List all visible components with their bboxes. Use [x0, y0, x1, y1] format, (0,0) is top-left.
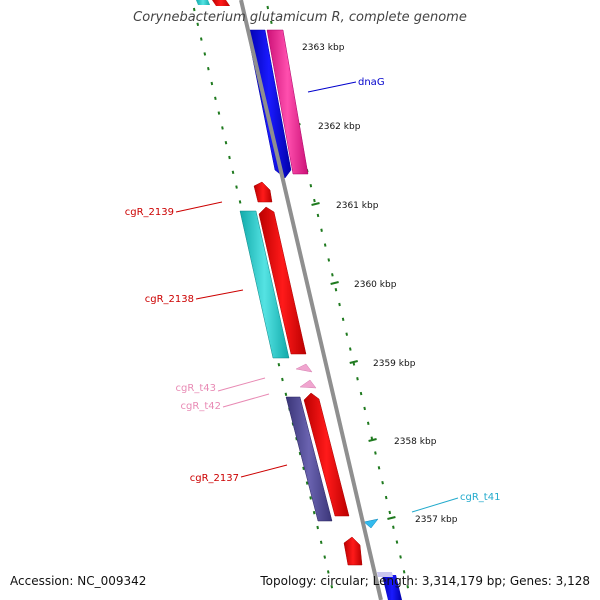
tick-dot-left — [326, 570, 330, 574]
tick-dot-right — [377, 466, 381, 470]
tick-dot-left — [309, 496, 312, 500]
gene-bottom-red[interactable] — [343, 536, 363, 566]
gene-cgR_2137[interactable] — [285, 392, 350, 522]
major-tick — [311, 202, 320, 206]
kbp-label-2358: 2358 kbp — [394, 437, 437, 447]
tick-dot-right — [374, 451, 377, 455]
tick-dot-left — [323, 555, 327, 559]
tick-dot-left — [312, 510, 316, 515]
tick-dot-right — [359, 391, 363, 396]
tick-dot-left — [281, 377, 284, 382]
kbp-label-2362: 2362 kbp — [318, 122, 361, 132]
gene-pink-upper[interactable] — [266, 29, 309, 175]
tick-dot-right — [316, 213, 320, 218]
tick-dot-left — [192, 7, 196, 12]
tick-dot-left — [203, 52, 207, 56]
tick-dot-right — [392, 525, 395, 529]
tick-dot-right — [266, 5, 270, 10]
gene-bottom-partial — [377, 572, 402, 600]
gene-top-partial — [196, 0, 230, 6]
tick-dot-right — [320, 228, 323, 232]
tick-dot-left — [210, 81, 214, 86]
major-tick — [330, 281, 339, 285]
tick-dot-left — [277, 362, 281, 367]
label-cgR_2138: cgR_2138 — [145, 294, 194, 305]
tick-dot-left — [228, 155, 231, 160]
kbp-label-2363: 2363 kbp — [302, 43, 345, 53]
major-tick — [387, 516, 396, 520]
tick-dot-right — [402, 570, 406, 574]
gene-cgR_2139[interactable] — [253, 181, 273, 203]
tick-dot-left — [196, 22, 200, 27]
tick-dot-right — [363, 406, 366, 411]
tick-dot-left — [235, 185, 238, 189]
tick-dot-right — [323, 243, 327, 247]
label-cgR_2139: cgR_2139 — [125, 207, 174, 218]
tick-dot-right — [313, 198, 316, 203]
gene-cgR_t41[interactable] — [363, 518, 379, 529]
major-tick — [349, 360, 358, 364]
tick-dot-left — [298, 451, 302, 456]
tick-dot-left — [217, 111, 221, 115]
accession-text: Accession: NC_009342 — [10, 574, 147, 588]
gene-cgR_t42[interactable] — [299, 379, 317, 389]
tick-dot-right — [406, 584, 410, 589]
tick-dot-left — [231, 170, 235, 175]
gene-cgR_2138[interactable] — [239, 206, 307, 359]
label-cgR_t43: cgR_t43 — [176, 383, 216, 394]
kbp-label-2360: 2360 kbp — [354, 280, 397, 290]
tick-dot-right — [270, 20, 273, 25]
tick-dot-right — [388, 510, 392, 515]
tick-dot-left — [221, 126, 224, 130]
map-title: Corynebacterium glutamicum R, complete g… — [133, 10, 467, 25]
label-leaders — [175, 81, 459, 513]
topology-text: Topology: circular; Length: 3,314,179 bp… — [260, 574, 590, 588]
tick-dot-right — [384, 495, 388, 500]
tick-dot-left — [316, 525, 319, 530]
kbp-label-2359: 2359 kbp — [373, 359, 416, 369]
tick-dot-right — [341, 317, 345, 322]
tick-dot-left — [305, 481, 309, 485]
tick-dot-left — [207, 66, 210, 71]
tick-dot-right — [381, 480, 384, 485]
tick-dot-right — [331, 273, 334, 277]
label-cgR_t41: cgR_t41 — [460, 492, 500, 503]
gene-cgR_t43[interactable] — [295, 363, 313, 373]
label-cgR_t42: cgR_t42 — [181, 401, 221, 412]
tick-dot-right — [345, 332, 349, 336]
tick-dot-left — [224, 140, 228, 145]
tick-dot-right — [334, 287, 338, 292]
tick-dot-right — [338, 302, 341, 307]
tick-dot-left — [319, 540, 323, 545]
tick-dot-right — [366, 421, 370, 426]
tick-dot-right — [349, 347, 352, 351]
tick-dot-left — [302, 466, 305, 471]
label-cgR_2137: cgR_2137 — [190, 473, 239, 484]
tick-dot-right — [395, 540, 399, 544]
tick-dot-left — [214, 96, 217, 101]
tick-dot-right — [309, 183, 313, 188]
tick-dot-right — [399, 555, 402, 559]
tick-dot-left — [238, 200, 242, 204]
major-tick — [368, 438, 377, 442]
label-dnaG: dnaG — [358, 77, 385, 88]
tick-dot-left — [330, 584, 334, 589]
kbp-label-2361: 2361 kbp — [336, 201, 379, 211]
tick-dot-left — [199, 37, 203, 41]
tick-dot-left — [284, 392, 288, 397]
kbp-label-2357: 2357 kbp — [415, 515, 458, 525]
genome-backbone — [239, 0, 383, 600]
tick-dot-right — [356, 377, 359, 381]
tick-dot-right — [327, 258, 331, 262]
